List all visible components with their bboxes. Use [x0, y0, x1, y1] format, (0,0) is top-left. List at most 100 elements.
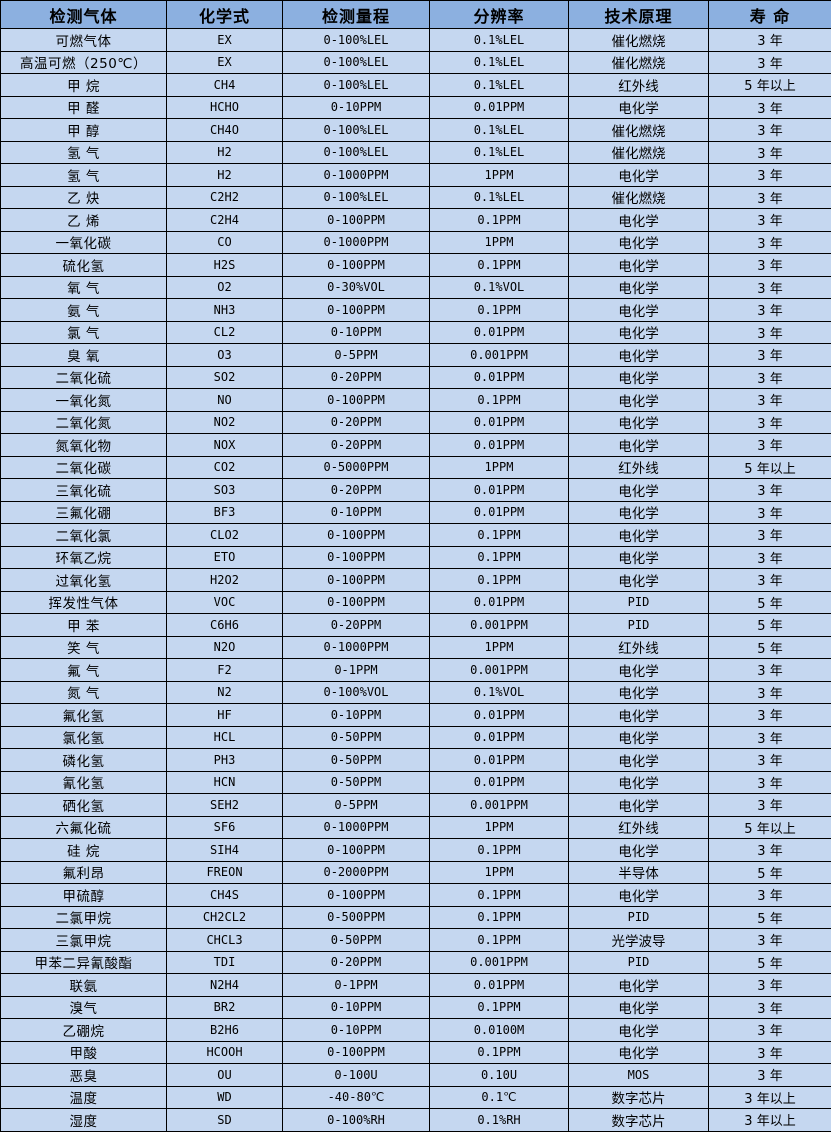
cell-principle: 红外线 [569, 636, 709, 659]
column-header-principle: 技术原理 [569, 1, 709, 29]
cell-range: 0-50PPM [283, 929, 430, 952]
cell-resolution: 0.1PPM [430, 546, 569, 569]
cell-formula: C2H4 [167, 209, 283, 232]
cell-range: 0-100%LEL [283, 51, 430, 74]
cell-life: 5 年 [709, 614, 831, 637]
cell-life: 3 年 [709, 546, 831, 569]
cell-resolution: 0.001PPM [430, 951, 569, 974]
table-header: 检测气体 化学式 检测量程 分辨率 技术原理 寿 命 [1, 1, 831, 29]
cell-range: 0-100PPM [283, 839, 430, 862]
cell-life: 3 年 [709, 209, 831, 232]
cell-range: 0-100PPM [283, 209, 430, 232]
cell-resolution: 0.01PPM [430, 726, 569, 749]
cell-formula: SO3 [167, 479, 283, 502]
cell-formula: SEH2 [167, 794, 283, 817]
cell-range: 0-5PPM [283, 344, 430, 367]
cell-principle: 光学波导 [569, 929, 709, 952]
cell-resolution: 1PPM [430, 164, 569, 187]
cell-range: 0-100%RH [283, 1109, 430, 1132]
cell-life: 3 年 [709, 794, 831, 817]
cell-range: 0-1000PPM [283, 231, 430, 254]
cell-life: 3 年 [709, 884, 831, 907]
cell-gas: 氮 气 [1, 681, 167, 704]
cell-resolution: 0.1PPM [430, 929, 569, 952]
cell-gas: 甲 醇 [1, 119, 167, 142]
cell-gas: 硅 烷 [1, 839, 167, 862]
cell-resolution: 0.001PPM [430, 344, 569, 367]
cell-formula: HCOOH [167, 1041, 283, 1064]
cell-gas: 可燃气体 [1, 29, 167, 52]
cell-principle: 催化燃烧 [569, 141, 709, 164]
cell-range: 0-500PPM [283, 906, 430, 929]
cell-formula: H2 [167, 164, 283, 187]
cell-gas: 联氨 [1, 974, 167, 997]
cell-gas: 乙硼烷 [1, 1019, 167, 1042]
cell-gas: 氯 气 [1, 321, 167, 344]
cell-life: 3 年 [709, 366, 831, 389]
cell-principle: 电化学 [569, 996, 709, 1019]
cell-principle: 电化学 [569, 96, 709, 119]
cell-range: 0-1000PPM [283, 816, 430, 839]
cell-gas: 氯化氢 [1, 726, 167, 749]
column-header-resolution: 分辨率 [430, 1, 569, 29]
cell-range: 0-20PPM [283, 434, 430, 457]
cell-life: 3 年 [709, 141, 831, 164]
cell-life: 3 年 [709, 344, 831, 367]
cell-range: 0-100%LEL [283, 29, 430, 52]
cell-life: 5 年 [709, 951, 831, 974]
cell-principle: 半导体 [569, 861, 709, 884]
cell-life: 3 年以上 [709, 1086, 831, 1109]
cell-gas: 甲硫醇 [1, 884, 167, 907]
cell-range: 0-100PPM [283, 884, 430, 907]
cell-principle: 红外线 [569, 456, 709, 479]
cell-resolution: 0.01PPM [430, 501, 569, 524]
cell-formula: CH4S [167, 884, 283, 907]
cell-formula: H2S [167, 254, 283, 277]
cell-formula: CH4O [167, 119, 283, 142]
cell-range: 0-5PPM [283, 794, 430, 817]
header-row: 检测气体 化学式 检测量程 分辨率 技术原理 寿 命 [1, 1, 831, 29]
cell-gas: 硒化氢 [1, 794, 167, 817]
cell-gas: 三氟化硼 [1, 501, 167, 524]
cell-principle: 电化学 [569, 389, 709, 412]
cell-formula: H2O2 [167, 569, 283, 592]
cell-life: 3 年 [709, 839, 831, 862]
cell-gas: 二氧化氮 [1, 411, 167, 434]
cell-formula: HCHO [167, 96, 283, 119]
cell-resolution: 0.01PPM [430, 479, 569, 502]
cell-formula: C6H6 [167, 614, 283, 637]
cell-gas: 甲 烷 [1, 74, 167, 97]
cell-principle: 电化学 [569, 884, 709, 907]
cell-gas: 臭 氧 [1, 344, 167, 367]
cell-principle: 电化学 [569, 1041, 709, 1064]
cell-range: 0-100PPM [283, 546, 430, 569]
cell-life: 3 年 [709, 681, 831, 704]
cell-life: 5 年 [709, 636, 831, 659]
cell-principle: 电化学 [569, 794, 709, 817]
cell-resolution: 0.1PPM [430, 299, 569, 322]
cell-range: 0-10PPM [283, 996, 430, 1019]
cell-formula: NO2 [167, 411, 283, 434]
cell-principle: 电化学 [569, 479, 709, 502]
cell-principle: PID [569, 614, 709, 637]
cell-resolution: 0.1PPM [430, 389, 569, 412]
cell-gas: 挥发性气体 [1, 591, 167, 614]
cell-gas: 六氟化硫 [1, 816, 167, 839]
cell-range: 0-50PPM [283, 726, 430, 749]
cell-life: 3 年 [709, 231, 831, 254]
cell-life: 3 年 [709, 479, 831, 502]
cell-resolution: 0.1%LEL [430, 29, 569, 52]
cell-principle: 电化学 [569, 681, 709, 704]
column-header-life: 寿 命 [709, 1, 831, 29]
